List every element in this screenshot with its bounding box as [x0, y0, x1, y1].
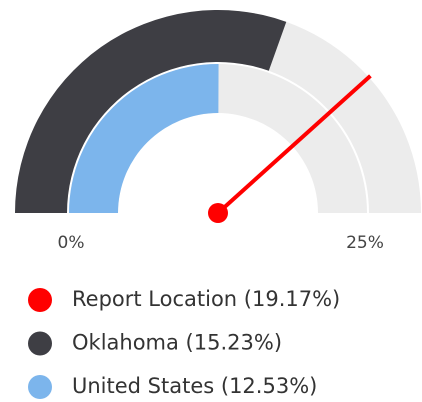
- gauge-band: [15, 10, 287, 214]
- needle-pivot: [208, 203, 228, 223]
- legend-marker: [28, 288, 52, 312]
- legend-marker: [28, 331, 52, 356]
- gauge-band: [69, 64, 219, 214]
- legend-label: Report Location (19.17%): [72, 287, 340, 311]
- legend-marker: [28, 375, 52, 399]
- tick-label: 25%: [346, 233, 384, 253]
- gauge-needle: [216, 74, 372, 215]
- legend-label: United States (12.53%): [72, 374, 317, 398]
- legend-label: Oklahoma (15.23%): [72, 331, 282, 355]
- tick-label: 0%: [58, 233, 85, 253]
